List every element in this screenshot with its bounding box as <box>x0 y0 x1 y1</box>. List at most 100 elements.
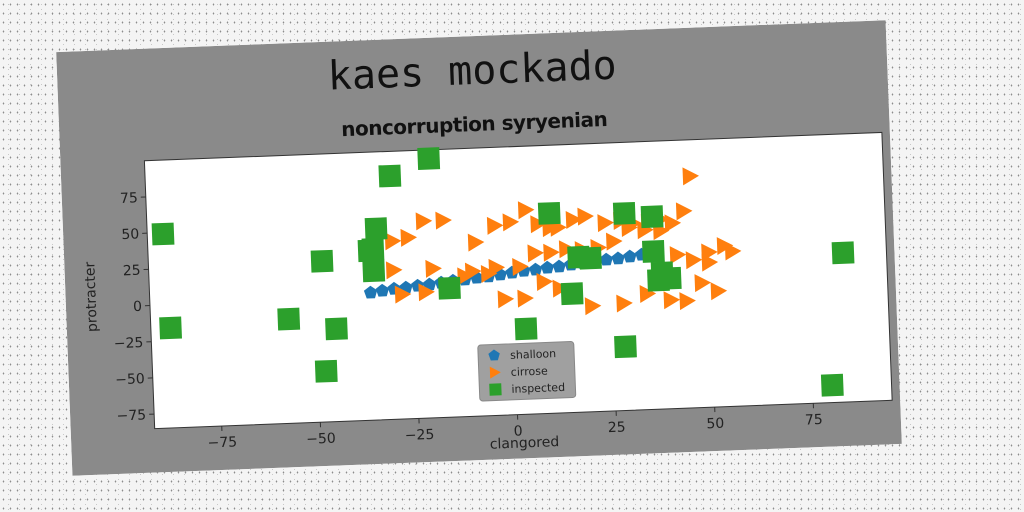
chart-figure: kaes mockado noncorruption syryenian cla… <box>56 20 902 476</box>
data-point-cirrose <box>664 214 682 233</box>
data-point-inspected <box>820 373 844 397</box>
data-point-cirrose <box>605 232 623 251</box>
data-point-inspected <box>357 239 381 263</box>
data-point-shalloon <box>552 259 566 273</box>
x-tick-label: −50 <box>306 431 336 448</box>
data-point-inspected <box>537 201 561 225</box>
data-point-inspected <box>325 317 348 341</box>
y-tick-label: −75 <box>116 407 146 424</box>
data-point-inspected <box>310 249 334 273</box>
data-point-shalloon <box>375 283 389 297</box>
data-point-cirrose <box>685 251 703 270</box>
data-point-cirrose <box>527 244 544 263</box>
data-point-shalloon <box>611 251 625 265</box>
data-point-cirrose <box>415 212 433 231</box>
data-point-cirrose <box>543 243 560 262</box>
data-point-cirrose <box>536 272 553 291</box>
data-point-inspected <box>831 241 855 265</box>
data-point-inspected <box>362 259 386 283</box>
data-point-inspected <box>159 316 182 340</box>
data-point-cirrose <box>701 253 719 272</box>
data-point-shalloon <box>540 260 554 274</box>
data-point-cirrose <box>385 261 403 280</box>
data-point-shalloon <box>599 252 613 266</box>
data-point-cirrose <box>530 215 547 234</box>
data-point-cirrose <box>724 242 742 261</box>
legend-label: cirrose <box>511 364 549 378</box>
data-point-cirrose <box>457 267 474 286</box>
data-point-inspected <box>364 217 388 241</box>
y-tick-label: 75 <box>120 190 138 207</box>
data-point-cirrose <box>584 297 602 316</box>
data-point-cirrose <box>435 211 452 230</box>
data-point-cirrose <box>558 240 576 259</box>
data-point-cirrose <box>637 221 654 240</box>
data-point-inspected <box>314 359 338 383</box>
data-point-cirrose <box>517 289 534 308</box>
data-point-inspected <box>378 164 402 188</box>
data-point-cirrose <box>616 294 633 313</box>
x-axis-label: clangored <box>490 434 560 453</box>
x-tick-label: 25 <box>608 420 626 437</box>
data-point-inspected <box>640 205 664 229</box>
y-axis-label: protracter <box>82 261 101 332</box>
data-point-cirrose <box>467 233 485 252</box>
data-point-shalloon <box>623 249 637 263</box>
data-point-inspected <box>417 147 441 170</box>
data-point-inspected <box>642 239 665 263</box>
data-point-cirrose <box>597 214 614 233</box>
data-point-inspected <box>514 317 538 341</box>
data-point-inspected <box>612 201 636 225</box>
chart-canvas: kaes mockado noncorruption syryenian cla… <box>56 20 902 476</box>
legend: shalloon cirrose inspected <box>477 341 577 402</box>
data-point-cirrose <box>425 259 442 278</box>
data-point-cirrose <box>663 291 681 310</box>
data-point-cirrose <box>384 232 402 251</box>
data-point-inspected <box>151 222 175 246</box>
plot-area <box>143 131 893 430</box>
data-point-cirrose <box>497 290 515 309</box>
legend-marker-inspected <box>489 383 502 396</box>
legend-label: shalloon <box>510 347 556 362</box>
data-point-cirrose <box>512 257 529 276</box>
data-point-cirrose <box>679 292 696 311</box>
data-point-inspected <box>438 276 461 300</box>
data-point-shalloon <box>363 285 378 299</box>
y-tick-label: 50 <box>121 226 139 243</box>
data-point-cirrose <box>502 213 520 232</box>
data-point-cirrose <box>552 279 570 298</box>
data-point-cirrose <box>710 282 728 301</box>
data-point-cirrose <box>675 202 693 221</box>
x-tick-label: −25 <box>404 427 434 444</box>
data-point-cirrose <box>669 246 687 265</box>
x-tick-label: 50 <box>706 416 724 433</box>
data-point-cirrose <box>577 207 594 226</box>
data-point-inspected <box>560 282 584 306</box>
data-point-inspected <box>277 307 301 331</box>
legend-label: inspected <box>511 381 565 396</box>
data-point-cirrose <box>694 274 712 293</box>
data-point-cirrose <box>565 210 583 229</box>
data-point-shalloon <box>528 262 543 276</box>
y-tick-label: −25 <box>114 335 144 352</box>
x-tick-label: −75 <box>207 434 237 451</box>
series-inspected <box>151 147 855 397</box>
legend-marker-shalloon <box>488 349 500 361</box>
chart-title: kaes mockado <box>327 43 618 100</box>
x-tick-label: 0 <box>513 423 523 439</box>
data-marks <box>151 147 855 397</box>
legend-marker-cirrose <box>489 366 501 379</box>
y-tick-label: 25 <box>122 263 140 280</box>
y-tick-label: 0 <box>133 299 143 315</box>
data-point-inspected <box>579 246 602 270</box>
data-point-inspected <box>614 335 637 359</box>
data-point-cirrose <box>394 285 412 304</box>
data-point-cirrose <box>486 216 504 235</box>
data-point-shalloon <box>422 277 437 291</box>
data-point-cirrose <box>480 264 498 283</box>
data-point-cirrose <box>517 201 535 220</box>
data-point-cirrose <box>418 283 435 302</box>
data-point-cirrose <box>682 167 700 186</box>
axis-ticks: −75 −50 −25 0 25 50 75 −75 −50 −25 0 25 50 75 <box>114 190 824 451</box>
x-tick-label: 75 <box>805 412 823 429</box>
